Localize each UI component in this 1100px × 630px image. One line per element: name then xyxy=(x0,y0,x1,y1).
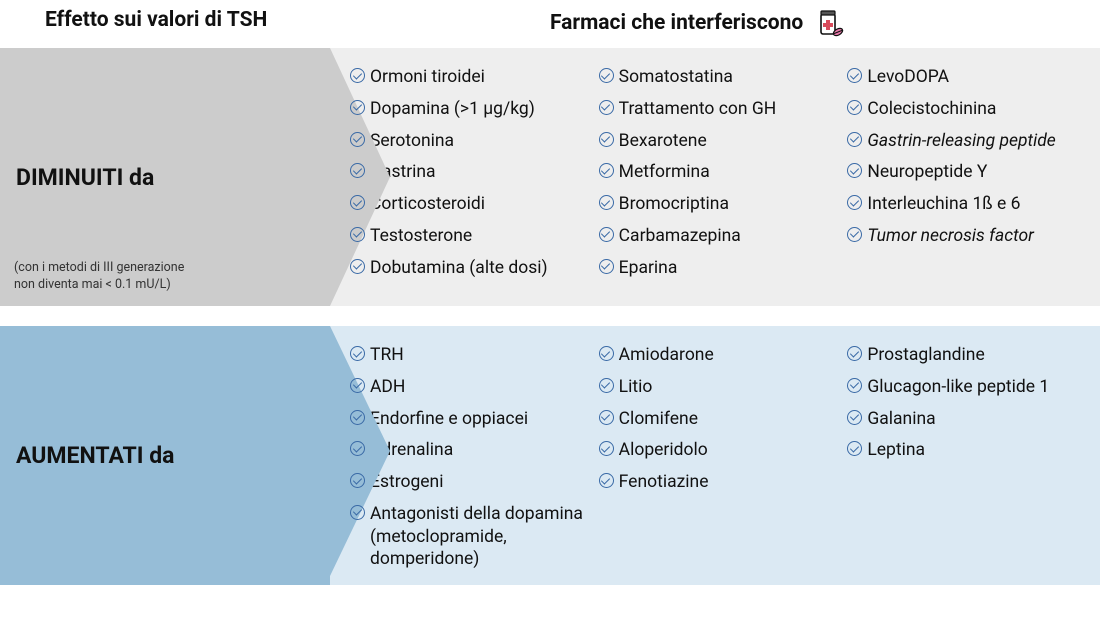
list-item-label: Somatostatina xyxy=(619,66,733,89)
checkmark-icon xyxy=(847,227,862,242)
list-item: Bromocriptina xyxy=(599,193,842,216)
decreased-lists: Ormoni tiroideiDopamina (>1 μg/kg)Seroto… xyxy=(330,48,1100,306)
checkmark-icon xyxy=(599,68,614,83)
list-item: LevoDOPA xyxy=(847,66,1090,89)
checkmark-icon xyxy=(350,410,365,425)
list-item: Interleuchina 1ß e 6 xyxy=(847,193,1090,216)
increased-title: AUMENTATI da xyxy=(16,442,330,469)
list-item-label: Eparina xyxy=(619,257,678,280)
arrow-decreased: DIMINUITI da (con i metodi di III genera… xyxy=(0,48,330,306)
checkmark-icon xyxy=(350,346,365,361)
increased-col-2: Amiodarone Litio Clomifene Aloperidolo Fenot… xyxy=(599,344,842,571)
list-item-label: Amiodarone xyxy=(619,344,714,367)
list-item-label: Litio xyxy=(619,376,653,399)
decreased-note: (con i metodi di III generazione non div… xyxy=(14,260,184,294)
list-item: Leptina xyxy=(847,439,1090,462)
list-item-label: Endorfine e oppiacei xyxy=(370,408,528,431)
list-item: Prostaglandine xyxy=(847,344,1090,367)
list-item: Litio xyxy=(599,376,842,399)
list-item: Metformina xyxy=(599,161,842,184)
list-item: Trattamento con GH xyxy=(599,98,842,121)
list-item-label: Bromocriptina xyxy=(619,193,729,216)
checkmark-icon xyxy=(847,346,862,361)
list-item-label: Bexarotene xyxy=(619,130,707,153)
list-item: Carbamazepina xyxy=(599,225,842,248)
checkmark-icon xyxy=(350,259,365,274)
section-decreased: DIMINUITI da (con i metodi di III genera… xyxy=(0,48,1100,306)
list-item: Tumor necrosis factor xyxy=(847,225,1090,248)
checkmark-icon xyxy=(350,505,365,520)
medicine-icon xyxy=(815,8,845,38)
checkmark-icon xyxy=(599,227,614,242)
checkmark-icon xyxy=(599,100,614,115)
list-item-label: Galanina xyxy=(867,408,935,431)
list-item-label: Prostaglandine xyxy=(867,344,984,367)
list-item-label: Dopamina (>1 μg/kg) xyxy=(370,98,535,121)
list-item: Glucagon-like peptide 1 xyxy=(847,376,1090,399)
checkmark-icon xyxy=(350,227,365,242)
checkmark-icon xyxy=(847,441,862,456)
checkmark-icon xyxy=(847,195,862,210)
list-item: Bexarotene xyxy=(599,130,842,153)
list-item-label: Aloperidolo xyxy=(619,439,708,462)
list-item-label: Tumor necrosis factor xyxy=(867,225,1034,248)
checkmark-icon xyxy=(847,100,862,115)
list-item-label: Interleuchina 1ß e 6 xyxy=(867,193,1020,216)
list-item: Neuropeptide Y xyxy=(847,161,1090,184)
checkmark-icon xyxy=(599,195,614,210)
checkmark-icon xyxy=(599,163,614,178)
checkmark-icon xyxy=(599,441,614,456)
decreased-title: DIMINUITI da xyxy=(16,164,330,191)
list-item: Somatostatina xyxy=(599,66,842,89)
list-item-label: Leptina xyxy=(867,439,925,462)
header-row: Effetto sui valori di TSH Farmaci che in… xyxy=(0,0,1100,48)
list-item-label: LevoDOPA xyxy=(867,66,949,89)
list-item: Gastrin-releasing peptide xyxy=(847,130,1090,153)
header-effect-title: Effetto sui valori di TSH xyxy=(0,8,550,38)
list-item: Fenotiazine xyxy=(599,471,842,494)
list-item: Clomifene xyxy=(599,408,842,431)
list-item: Eparina xyxy=(599,257,842,280)
list-item-label: Antagonisti della dopamina (metocloprami… xyxy=(370,503,593,571)
list-item: Galanina xyxy=(847,408,1090,431)
checkmark-icon xyxy=(847,132,862,147)
checkmark-icon xyxy=(847,410,862,425)
checkmark-icon xyxy=(847,68,862,83)
list-item-label: Carbamazepina xyxy=(619,225,741,248)
checkmark-icon xyxy=(599,378,614,393)
checkmark-icon xyxy=(350,195,365,210)
list-item-label: Glucagon-like peptide 1 xyxy=(867,376,1049,399)
header-drugs-text: Farmaci che interferiscono xyxy=(550,11,803,35)
increased-col-3: Prostaglandine Glucagon-like peptide 1 Gal… xyxy=(847,344,1090,571)
increased-lists: TRHADHEndorfine e oppiaceiAdrenalinaEstr… xyxy=(330,326,1100,585)
header-drugs-title: Farmaci che interferiscono xyxy=(550,8,1100,38)
list-item-label: Trattamento con GH xyxy=(619,98,777,121)
checkmark-icon xyxy=(599,346,614,361)
checkmark-icon xyxy=(599,259,614,274)
checkmark-icon xyxy=(350,473,365,488)
list-item-label: Neuropeptide Y xyxy=(867,161,987,184)
checkmark-icon xyxy=(847,378,862,393)
list-item-label: Fenotiazine xyxy=(619,471,709,494)
checkmark-icon xyxy=(350,132,365,147)
section-increased: AUMENTATI da TRHADHEndorfine e oppiaceiA… xyxy=(0,326,1100,585)
list-item: Colecistochinina xyxy=(847,98,1090,121)
decreased-col-2: Somatostatina Trattamento con GH Bexaroten… xyxy=(599,66,842,292)
checkmark-icon xyxy=(599,410,614,425)
checkmark-icon xyxy=(847,163,862,178)
list-item: Aloperidolo xyxy=(599,439,842,462)
list-item: Amiodarone xyxy=(599,344,842,367)
list-item-label: Clomifene xyxy=(619,408,698,431)
checkmark-icon xyxy=(350,100,365,115)
decreased-col-3: LevoDOPA Colecistochinina Gastrin-releasin… xyxy=(847,66,1090,292)
checkmark-icon xyxy=(350,68,365,83)
list-item-label: Gastrin-releasing peptide xyxy=(867,130,1055,153)
list-item-label: Dobutamina (alte dosi) xyxy=(370,257,548,280)
checkmark-icon xyxy=(599,132,614,147)
checkmark-icon xyxy=(599,473,614,488)
list-item-label: Colecistochinina xyxy=(867,98,996,121)
checkmark-icon xyxy=(350,378,365,393)
list-item-label: Metformina xyxy=(619,161,710,184)
arrow-increased: AUMENTATI da xyxy=(0,326,330,585)
